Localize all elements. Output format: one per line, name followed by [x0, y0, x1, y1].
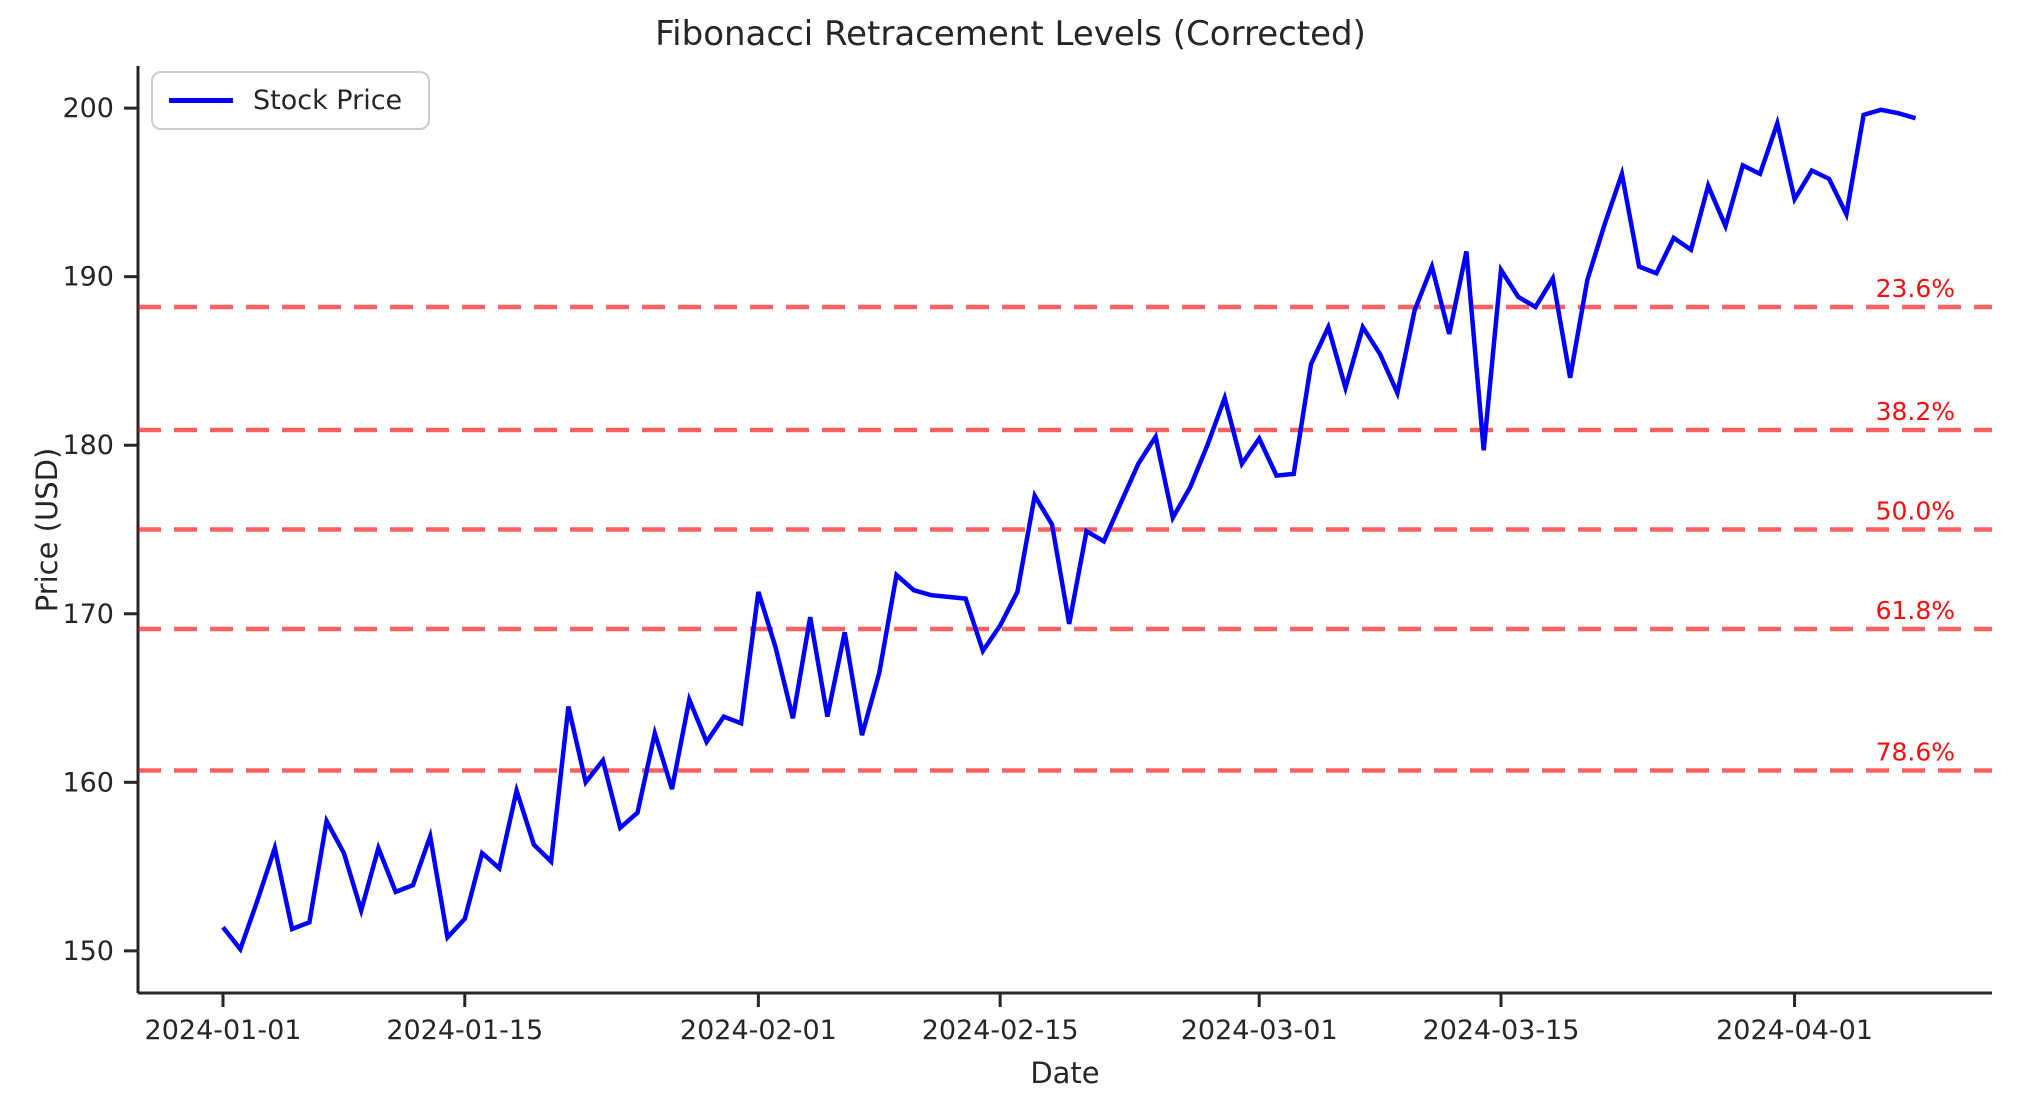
- fib-level-label-618: 61.8%: [1876, 596, 1955, 625]
- fib-level-label-236: 23.6%: [1876, 274, 1955, 303]
- y-tick-label: 170: [62, 599, 114, 630]
- legend-label: Stock Price: [253, 85, 403, 116]
- fib-level-label-382: 38.2%: [1876, 397, 1955, 426]
- y-tick-label: 150: [62, 936, 114, 967]
- x-tick-label: 2024-04-01: [1716, 1015, 1873, 1046]
- x-tick-label: 2024-03-01: [1181, 1015, 1338, 1046]
- y-tick-label: 180: [62, 430, 114, 461]
- x-tick-label: 2024-03-15: [1423, 1015, 1580, 1046]
- x-tick-label: 2024-01-15: [386, 1015, 543, 1046]
- y-axis-label: Price (USD): [30, 447, 64, 613]
- y-tick-label: 200: [62, 93, 114, 124]
- y-tick-label: 190: [62, 262, 114, 293]
- y-tick-label: 160: [62, 767, 114, 798]
- fib-level-label-500: 50.0%: [1876, 497, 1955, 526]
- x-tick-label: 2024-02-15: [922, 1015, 1079, 1046]
- stock-price-line: [221, 107, 1917, 954]
- fib-level-label-786: 78.6%: [1876, 738, 1955, 767]
- legend-box: Stock Price: [151, 71, 431, 130]
- legend-line-sample-icon: [169, 98, 233, 103]
- x-tick-label: 2024-01-01: [145, 1015, 302, 1046]
- x-axis-label: Date: [1030, 1056, 1100, 1090]
- x-tick-label: 2024-02-01: [680, 1015, 837, 1046]
- chart-title: Fibonacci Retracement Levels (Corrected): [655, 14, 1366, 54]
